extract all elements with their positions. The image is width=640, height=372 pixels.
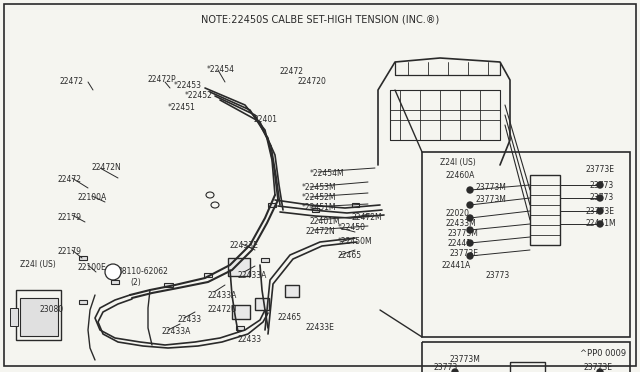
Bar bbox=[236, 326, 244, 330]
Text: 22472: 22472 bbox=[280, 67, 304, 77]
Text: 23773: 23773 bbox=[485, 270, 509, 279]
Text: 23773M: 23773M bbox=[476, 196, 507, 205]
Text: 22100E: 22100E bbox=[78, 263, 107, 273]
Text: 23773E: 23773E bbox=[585, 166, 614, 174]
Text: *22453: *22453 bbox=[174, 80, 202, 90]
Text: B: B bbox=[111, 269, 115, 275]
Text: 22179: 22179 bbox=[58, 247, 82, 257]
Text: 22472N: 22472N bbox=[305, 228, 335, 237]
Text: NOTE:22450S CALBE SET-HIGH TENSION (INC.®): NOTE:22450S CALBE SET-HIGH TENSION (INC.… bbox=[201, 14, 439, 24]
Bar bbox=[163, 283, 173, 287]
Text: *22452M: *22452M bbox=[302, 193, 337, 202]
Circle shape bbox=[467, 187, 473, 193]
Text: 08110-62062: 08110-62062 bbox=[118, 267, 169, 276]
Text: 22441M: 22441M bbox=[585, 219, 616, 228]
Text: *22451M: *22451M bbox=[302, 203, 337, 212]
Text: 22401M: 22401M bbox=[310, 218, 340, 227]
Text: *22450: *22450 bbox=[338, 224, 366, 232]
Text: ^PP0 0009: ^PP0 0009 bbox=[580, 349, 626, 358]
Circle shape bbox=[467, 240, 473, 246]
Text: 22472M: 22472M bbox=[352, 214, 383, 222]
Bar bbox=[261, 258, 269, 262]
Text: 22472P: 22472P bbox=[148, 76, 177, 84]
Bar bbox=[79, 256, 87, 260]
Bar bbox=[312, 208, 319, 212]
Text: *22451: *22451 bbox=[168, 103, 196, 112]
Bar bbox=[204, 273, 212, 277]
Bar bbox=[228, 258, 250, 276]
Text: 22433E: 22433E bbox=[305, 324, 334, 333]
Circle shape bbox=[467, 227, 473, 233]
Bar bbox=[255, 298, 269, 310]
Text: Z24I (US): Z24I (US) bbox=[20, 260, 56, 269]
Text: 22433: 22433 bbox=[178, 315, 202, 324]
Circle shape bbox=[597, 195, 603, 201]
Text: 22472: 22472 bbox=[58, 176, 82, 185]
Circle shape bbox=[452, 369, 458, 372]
Text: 23773: 23773 bbox=[590, 180, 614, 189]
Text: 22433A: 22433A bbox=[208, 291, 237, 299]
Text: 22401: 22401 bbox=[254, 115, 278, 125]
Bar bbox=[285, 285, 299, 297]
Bar bbox=[16, 290, 61, 340]
Text: 23773E: 23773E bbox=[584, 363, 613, 372]
Text: 22433E: 22433E bbox=[230, 241, 259, 250]
Bar bbox=[111, 280, 119, 284]
Circle shape bbox=[467, 253, 473, 259]
Bar bbox=[79, 300, 87, 304]
Bar bbox=[510, 362, 545, 372]
Text: 23773M: 23773M bbox=[450, 355, 481, 363]
Text: *22453M: *22453M bbox=[302, 183, 337, 192]
Text: 22472N: 22472N bbox=[92, 164, 122, 173]
Circle shape bbox=[597, 182, 603, 188]
Text: (2): (2) bbox=[130, 279, 141, 288]
Bar bbox=[422, 342, 630, 372]
Text: 22460A: 22460A bbox=[445, 171, 474, 180]
Bar bbox=[530, 175, 560, 245]
Bar bbox=[20, 298, 58, 336]
Bar bbox=[10, 308, 18, 326]
Text: 224720: 224720 bbox=[298, 77, 327, 87]
Bar bbox=[268, 203, 276, 207]
Text: 23773M: 23773M bbox=[448, 230, 479, 238]
Text: 23773M: 23773M bbox=[476, 183, 507, 192]
Text: 22100A: 22100A bbox=[78, 193, 108, 202]
Text: 23773: 23773 bbox=[590, 193, 614, 202]
Text: 23773E: 23773E bbox=[585, 206, 614, 215]
Text: 22433A: 22433A bbox=[162, 327, 191, 337]
Circle shape bbox=[597, 369, 603, 372]
Circle shape bbox=[467, 215, 473, 221]
Text: 22465: 22465 bbox=[338, 250, 362, 260]
Text: 22472: 22472 bbox=[60, 77, 84, 87]
Text: *22454: *22454 bbox=[207, 65, 235, 74]
Circle shape bbox=[597, 221, 603, 227]
Bar bbox=[232, 305, 250, 319]
Text: *22454M: *22454M bbox=[310, 169, 344, 177]
Text: 23773: 23773 bbox=[434, 363, 458, 372]
Text: 23080: 23080 bbox=[40, 305, 64, 314]
Text: 22433M: 22433M bbox=[445, 219, 476, 228]
Text: *22452: *22452 bbox=[185, 90, 213, 99]
Text: 22433: 22433 bbox=[238, 336, 262, 344]
Text: 22020: 22020 bbox=[445, 209, 469, 218]
Text: 22433A: 22433A bbox=[238, 270, 268, 279]
Circle shape bbox=[467, 202, 473, 208]
Text: 22441: 22441 bbox=[447, 240, 471, 248]
Bar bbox=[422, 152, 630, 337]
Text: 22465: 22465 bbox=[278, 314, 302, 323]
Circle shape bbox=[597, 208, 603, 214]
Circle shape bbox=[105, 264, 121, 280]
Text: *22450M: *22450M bbox=[338, 237, 372, 247]
Text: 22472U: 22472U bbox=[208, 305, 237, 314]
Text: 22441A: 22441A bbox=[441, 262, 470, 270]
Text: 23773E: 23773E bbox=[449, 250, 478, 259]
Text: 22179: 22179 bbox=[58, 214, 82, 222]
Bar bbox=[351, 203, 358, 207]
Text: Z24I (US): Z24I (US) bbox=[440, 157, 476, 167]
